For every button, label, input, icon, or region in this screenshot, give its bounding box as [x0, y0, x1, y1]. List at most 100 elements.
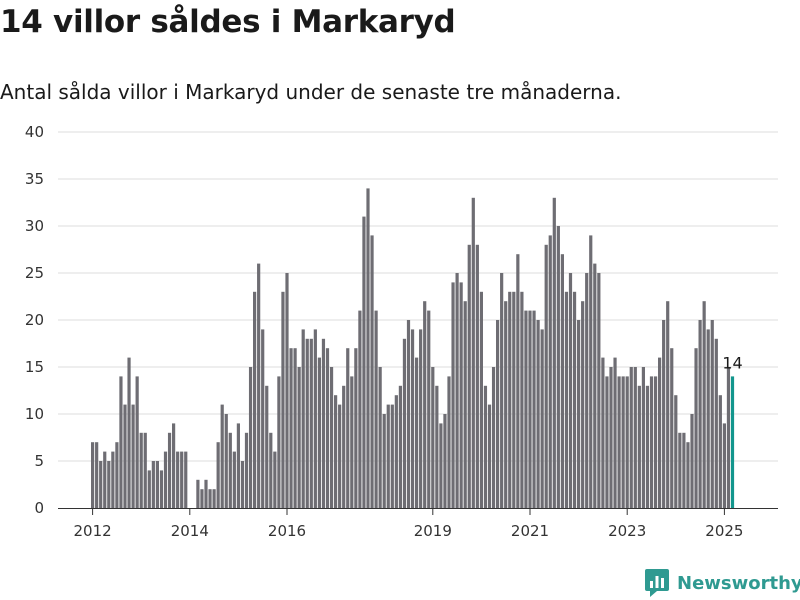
bar — [682, 432, 686, 508]
bar — [621, 376, 625, 508]
bar — [605, 376, 609, 508]
bar — [289, 348, 293, 508]
bar — [139, 432, 143, 508]
bar — [487, 404, 492, 508]
bar — [540, 329, 544, 508]
bar — [135, 376, 139, 508]
bar — [180, 451, 184, 508]
bar — [99, 461, 103, 508]
bar — [325, 348, 330, 508]
bar — [556, 226, 560, 508]
bar — [172, 423, 176, 508]
bar — [147, 470, 151, 508]
x-tick-label: 2012 — [74, 522, 112, 540]
bar — [674, 395, 678, 508]
bar — [244, 432, 249, 508]
bar — [593, 263, 597, 508]
bar — [103, 451, 107, 508]
chart-title: 14 villor såldes i Markaryd — [0, 4, 456, 40]
bars — [91, 188, 735, 509]
newsworthy-logo-icon — [645, 569, 669, 597]
bar — [467, 244, 471, 509]
bar — [253, 291, 257, 508]
bar — [111, 451, 115, 508]
highlight-bar — [730, 376, 735, 508]
bar — [544, 244, 548, 509]
bar — [483, 385, 488, 508]
bar — [107, 461, 111, 508]
bar — [119, 376, 123, 508]
bar — [269, 432, 273, 508]
bar — [577, 320, 581, 508]
bar — [500, 273, 504, 508]
bar — [398, 385, 402, 508]
bar — [200, 489, 204, 508]
bar — [167, 432, 172, 508]
bar — [581, 301, 585, 508]
bar — [366, 188, 370, 508]
bar — [224, 414, 228, 508]
bar — [568, 273, 573, 508]
y-tick-label: 10 — [25, 405, 44, 423]
bar — [690, 414, 694, 508]
bar — [637, 385, 641, 508]
y-tick-label: 35 — [25, 170, 44, 188]
bar — [390, 404, 394, 508]
bar — [196, 479, 200, 508]
bar — [419, 329, 423, 508]
bar — [184, 451, 188, 508]
bar — [451, 282, 455, 508]
bar — [572, 291, 577, 508]
bar — [415, 357, 419, 508]
bar — [645, 385, 650, 508]
labels: 14 — [722, 353, 742, 372]
bar — [406, 320, 411, 508]
bar — [609, 367, 613, 508]
bar — [273, 451, 277, 508]
bar — [151, 461, 155, 508]
bar — [658, 357, 662, 508]
bar — [155, 461, 159, 508]
bar — [123, 404, 127, 508]
bar — [334, 395, 338, 508]
bar — [702, 301, 706, 508]
bar — [402, 338, 407, 508]
bar — [427, 310, 431, 508]
bar — [726, 367, 731, 508]
bar — [159, 470, 164, 508]
bar — [722, 423, 726, 508]
y-tick-label: 30 — [25, 217, 44, 235]
bar — [491, 367, 496, 508]
x-tick-label: 2023 — [608, 522, 646, 540]
bar — [127, 357, 131, 508]
bar — [508, 291, 512, 508]
bar — [301, 329, 305, 508]
bar — [431, 367, 435, 508]
bar — [281, 291, 285, 508]
bar — [463, 301, 467, 508]
x-tick-label: 2019 — [414, 522, 452, 540]
bar — [342, 385, 346, 508]
bar — [649, 376, 654, 508]
bar — [329, 367, 334, 508]
bar — [378, 367, 382, 508]
bar — [585, 273, 589, 508]
bar — [524, 310, 528, 508]
bar — [471, 197, 475, 509]
bar — [504, 301, 508, 508]
bar — [216, 442, 220, 508]
bar — [459, 282, 463, 508]
bar — [516, 254, 520, 508]
bar — [248, 367, 253, 508]
newsworthy-brand[interactable]: Newsworthy — [644, 568, 800, 598]
bar — [447, 376, 451, 508]
y-tick-label: 5 — [34, 452, 44, 470]
bar — [232, 451, 236, 508]
y-tick-label: 15 — [25, 358, 44, 376]
bar — [163, 451, 168, 508]
bar — [423, 301, 427, 508]
bar — [305, 338, 309, 508]
bar — [228, 432, 232, 508]
bar — [277, 376, 281, 508]
